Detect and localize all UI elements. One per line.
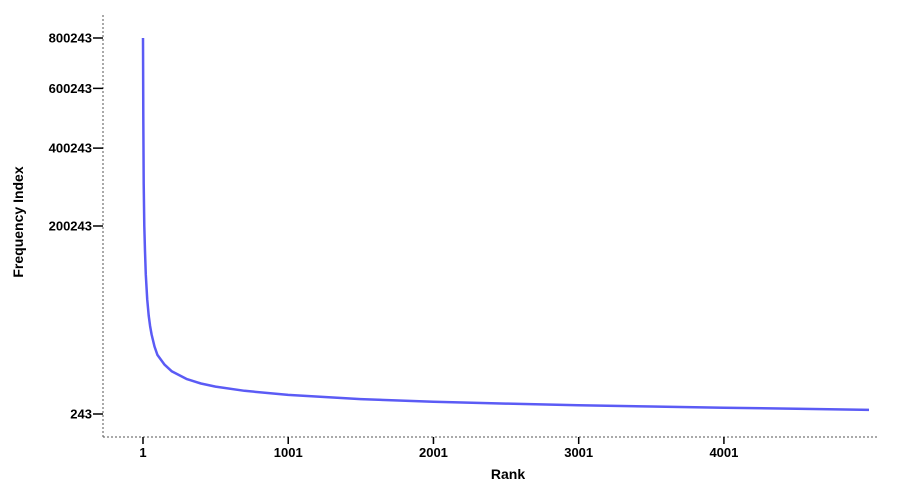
x-tick-label: 2001 <box>419 445 448 460</box>
y-tick-label: 200243 <box>49 219 92 234</box>
y-ticks: 243 200243 400243 600243 800243 <box>49 31 103 422</box>
y-tick-label: 243 <box>70 407 92 422</box>
y-tick-label: 800243 <box>49 31 92 46</box>
x-axis-title: Rank <box>491 466 525 481</box>
x-tick-label: 1 <box>139 445 146 460</box>
x-tick-label: 4001 <box>709 445 738 460</box>
x-tick-label: 3001 <box>564 445 593 460</box>
y-tick-label: 400243 <box>49 141 92 156</box>
y-axis-title: Frequency Index <box>10 166 26 277</box>
x-tick-label: 1001 <box>274 445 303 460</box>
x-ticks: 1 1001 2001 3001 4001 <box>139 437 738 460</box>
series-line <box>143 38 869 410</box>
y-tick-label: 600243 <box>49 81 92 96</box>
